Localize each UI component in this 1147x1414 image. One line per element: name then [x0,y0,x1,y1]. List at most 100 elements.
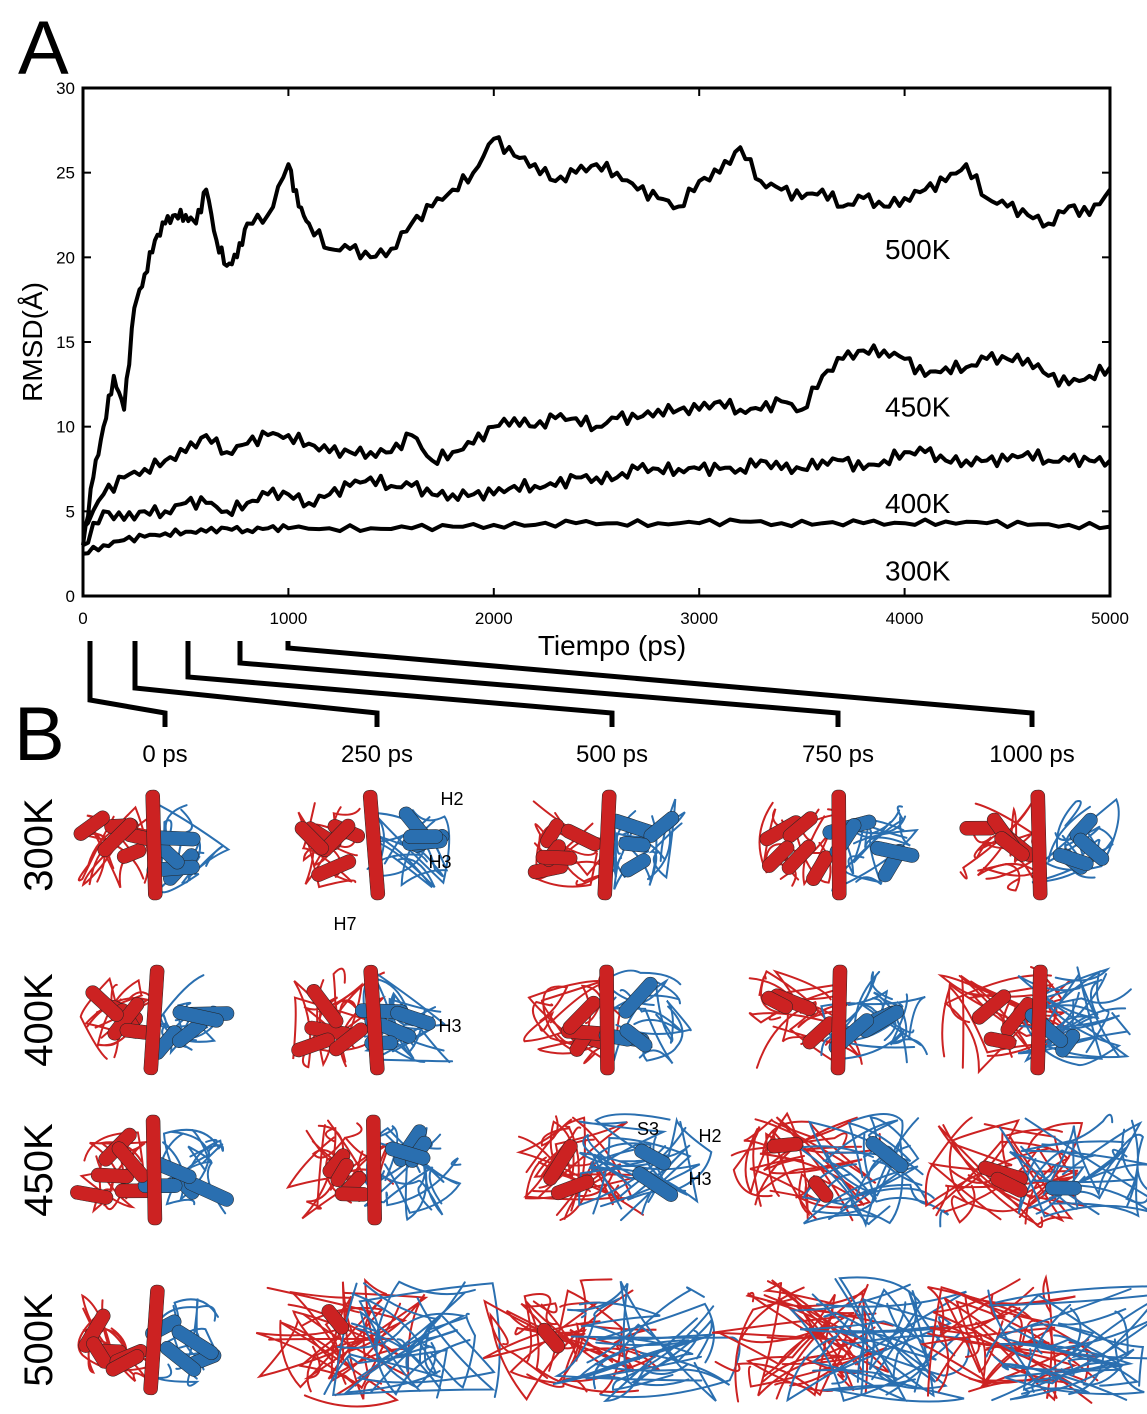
long-helix [143,1284,165,1396]
coil-segment [823,1315,952,1393]
coil-segment [860,1301,907,1396]
coil-segment [532,1000,585,1047]
y-tick-label: 10 [56,418,75,437]
structure-annotation: H3 [688,1169,711,1189]
helix-cylinder [73,810,110,841]
helix-cylinder [632,1166,679,1202]
coil-segment [489,1289,634,1402]
protein-snapshot [482,1278,741,1402]
helix-cylinder [990,1171,1028,1198]
timepoint-connectors [87,641,1035,727]
helix-cylinder [808,1175,834,1203]
series-line-450K [81,343,1112,530]
long-helix [599,964,615,1076]
coil-segment [976,828,1038,877]
long-helix [831,789,847,901]
coil-segment [526,1325,587,1388]
coil-segment [838,1276,922,1381]
coil-segment [153,1363,200,1387]
structure-annotation: H2 [698,1126,721,1146]
protein-snapshot [77,1284,222,1396]
coil-segment [1022,1303,1147,1391]
y-tick-label: 25 [56,164,75,183]
helix-cylinder [971,989,1012,1025]
x-tick-label: 2000 [475,609,513,628]
helix-cylinder [111,1141,150,1183]
y-tick-label: 15 [56,333,75,352]
connector-line [132,641,380,727]
protein-snapshot [79,964,235,1076]
helix-cylinder [384,1141,431,1166]
long-helix [362,789,386,901]
helix-cylinder [306,983,344,1029]
coil-segment [355,1291,496,1384]
coil-segment [985,1293,1129,1358]
connector-line [285,641,1035,727]
protein-snapshot [959,789,1120,901]
long-helix [1030,964,1048,1076]
protein-snapshot [523,964,692,1076]
helix-cylinder [761,990,793,1015]
coil-segment [929,1307,1021,1358]
helix-cylinder [330,1158,354,1188]
timepoint-label: 250 ps [341,741,413,768]
coil-segment [763,1116,859,1172]
series-label: 300K [885,556,951,587]
coil-segment [351,1292,467,1375]
coil-segment [619,989,684,1034]
coil-segment [811,1290,956,1398]
x-tick-label: 5000 [1091,609,1129,628]
series-line-500K [81,135,1112,546]
coil-segment [647,1116,713,1203]
coil-segment [943,1297,1093,1404]
coil-segment [570,1335,741,1399]
protein-snapshot [70,1114,234,1226]
row-label: 450K [17,1123,61,1217]
series-line-300K [82,517,1111,556]
protein-snapshot [758,789,920,901]
coil-segment [553,1297,703,1382]
helix-cylinder [70,1185,114,1205]
coil-segment [311,1124,346,1167]
coil-segment [654,979,681,1043]
series-label: 400K [885,488,951,519]
panel-a-letter: A [18,6,69,91]
helix-cylinder [536,1322,566,1354]
coil-segment [1017,974,1103,1020]
panel-b-letter: B [14,692,65,777]
coil-segment [592,1136,692,1222]
helix-cylinder [291,1032,335,1058]
helix-cylinder [85,985,124,1022]
protein-snapshot [285,1114,462,1226]
protein-snapshot [294,789,451,901]
coil-segment [582,1133,623,1210]
coil-segment [832,975,897,1042]
structure-annotation: S3 [637,1119,659,1139]
coil-segment [991,1323,1095,1402]
helix-cylinder [618,976,658,1019]
x-tick-label: 0 [78,609,87,628]
helix-cylinder [761,840,795,873]
coil-segment [732,1126,773,1207]
coil-segment [652,798,677,880]
helix-cylinder [172,1005,224,1028]
coil-segment [648,815,683,886]
row-label: 300K [17,798,61,892]
coil-segment [1028,988,1132,1016]
protein-snapshot [748,964,928,1076]
coil-segment [786,1290,967,1403]
coil-segment [850,1187,935,1226]
coil-segment [607,1005,674,1065]
series-group: 500K 450K 400K 300K [81,135,1112,587]
long-helix [143,964,165,1076]
coil-segment [754,1118,877,1185]
helix-cylinder [994,831,1030,862]
helix-cylinder [540,818,565,849]
rmsd-chart: 0 1000 2000 3000 4000 5000 0 5 10 15 20 25 30 500K 45… [17,79,1129,661]
structure-annotation: H2 [440,789,463,809]
coil-segment [538,1126,591,1193]
coil-segment [1031,1361,1125,1393]
coil-segment [514,1323,661,1372]
coil-segment [1030,967,1111,1003]
connector-line [87,641,168,727]
